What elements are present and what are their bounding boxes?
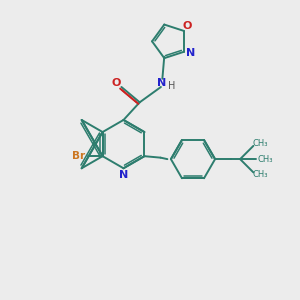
Text: CH₃: CH₃ <box>253 170 268 179</box>
Text: O: O <box>112 79 121 88</box>
Text: O: O <box>182 21 192 31</box>
Text: H: H <box>167 80 175 91</box>
Text: N: N <box>186 48 195 58</box>
Text: N: N <box>158 78 167 88</box>
Text: CH₃: CH₃ <box>253 139 268 148</box>
Text: Br: Br <box>73 151 85 161</box>
Text: CH₃: CH₃ <box>257 154 273 164</box>
Text: N: N <box>119 170 128 180</box>
